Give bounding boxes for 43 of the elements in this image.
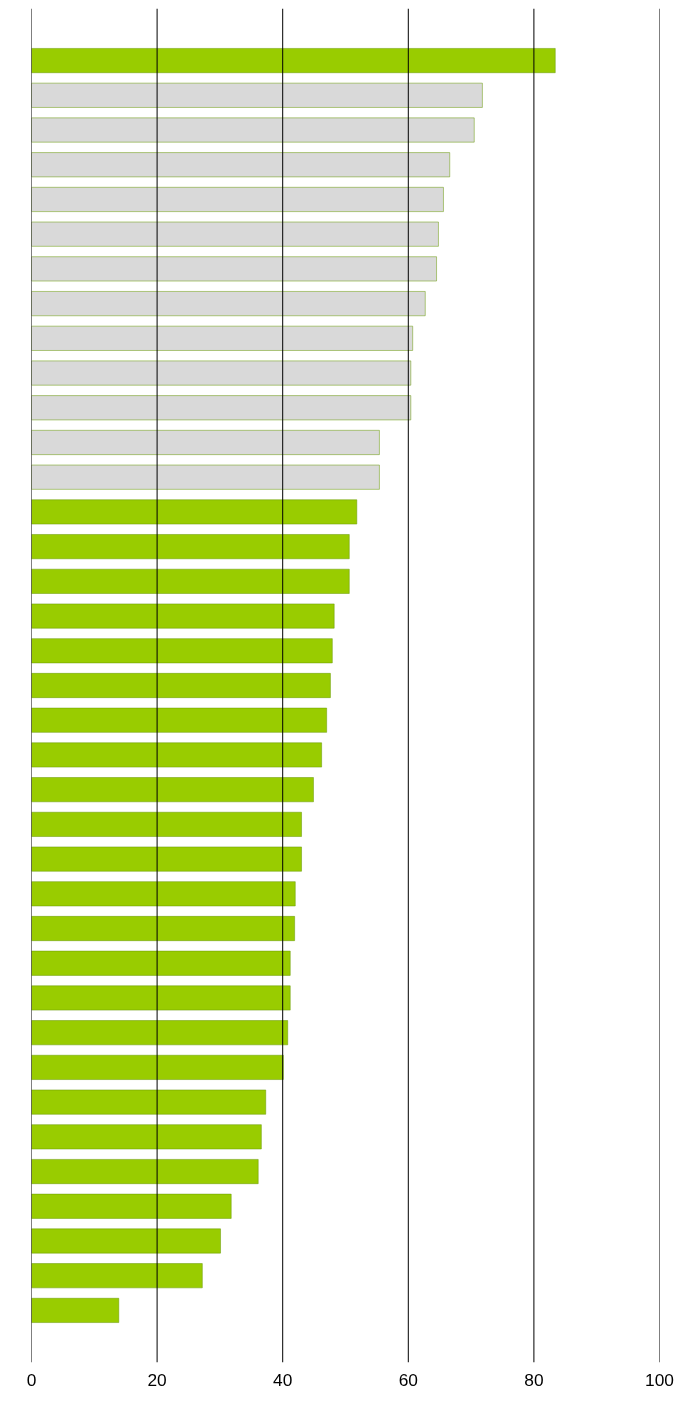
bar: [31, 638, 333, 664]
bar: [31, 464, 380, 490]
x-tick-label: 0: [26, 1369, 37, 1390]
bar: [31, 117, 475, 143]
bar: [31, 846, 302, 872]
bar: [31, 430, 380, 455]
bar: [31, 603, 335, 629]
bar: [31, 152, 450, 178]
bar: [31, 187, 444, 212]
bar: [31, 777, 314, 803]
bar: [31, 1124, 262, 1150]
bar: [31, 1228, 221, 1254]
bar: [31, 325, 413, 351]
bar: [31, 881, 296, 907]
bar: [31, 1159, 259, 1184]
bar: [31, 395, 412, 421]
x-tick-label: 60: [398, 1369, 418, 1390]
bar: [31, 673, 331, 698]
x-tick-label: 20: [147, 1369, 167, 1390]
bar: [31, 1193, 232, 1219]
bar: [31, 221, 439, 247]
bar: [31, 742, 322, 768]
bar: [31, 534, 350, 560]
x-tick-label: 40: [273, 1369, 293, 1390]
bar: [31, 499, 358, 525]
bar: [31, 48, 556, 73]
bar: [31, 811, 302, 837]
x-tick-label: 100: [645, 1369, 674, 1390]
bar: [31, 256, 437, 282]
bar: [31, 950, 291, 976]
bar: [31, 916, 295, 941]
bar: [31, 1020, 288, 1046]
bar: [31, 707, 327, 733]
bar: [31, 1263, 203, 1289]
bar: [31, 568, 350, 594]
bar: [31, 360, 412, 386]
bar: [31, 985, 291, 1011]
bar: [31, 291, 426, 316]
bar: [31, 82, 483, 108]
bar: [31, 1298, 120, 1323]
bar: [31, 1089, 266, 1115]
bar: [31, 1055, 284, 1080]
x-tick-label: 80: [524, 1369, 544, 1390]
